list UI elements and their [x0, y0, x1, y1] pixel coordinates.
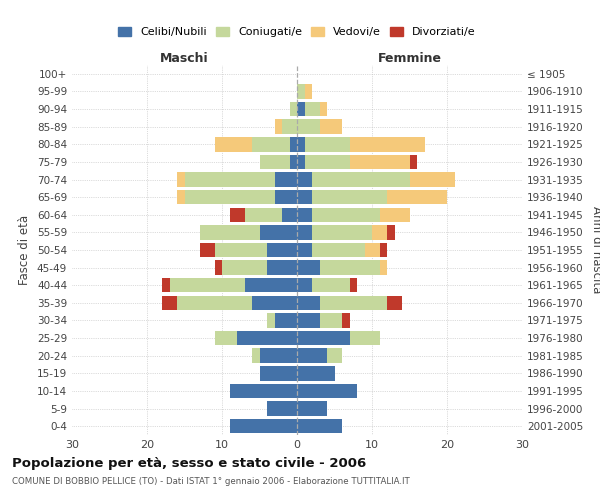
- Bar: [215, 137, 252, 152]
- Bar: [365, 243, 380, 257]
- Bar: [297, 314, 320, 328]
- Bar: [237, 331, 297, 345]
- Bar: [349, 331, 380, 345]
- Text: Popolazione per età, sesso e stato civile - 2006: Popolazione per età, sesso e stato civil…: [12, 458, 366, 470]
- Bar: [305, 102, 320, 117]
- Bar: [320, 102, 327, 117]
- Bar: [380, 208, 409, 222]
- Bar: [312, 225, 372, 240]
- Bar: [252, 348, 260, 363]
- Bar: [349, 137, 425, 152]
- Bar: [199, 243, 215, 257]
- Bar: [229, 419, 297, 434]
- Bar: [380, 243, 387, 257]
- Bar: [267, 402, 297, 416]
- Bar: [320, 120, 342, 134]
- Bar: [170, 278, 245, 292]
- Bar: [380, 260, 387, 275]
- Bar: [267, 260, 297, 275]
- Bar: [297, 278, 312, 292]
- Bar: [215, 243, 267, 257]
- Bar: [199, 225, 260, 240]
- Bar: [260, 366, 297, 380]
- Bar: [387, 225, 395, 240]
- Bar: [297, 331, 349, 345]
- Bar: [297, 102, 305, 117]
- Bar: [297, 190, 312, 204]
- Bar: [409, 172, 455, 186]
- Y-axis label: Anni di nascita: Anni di nascita: [590, 206, 600, 294]
- Bar: [320, 314, 342, 328]
- Bar: [177, 296, 252, 310]
- Bar: [275, 172, 297, 186]
- Bar: [297, 384, 357, 398]
- Bar: [387, 296, 402, 310]
- Bar: [177, 190, 185, 204]
- Y-axis label: Fasce di età: Fasce di età: [19, 215, 31, 285]
- Bar: [297, 419, 342, 434]
- Bar: [297, 225, 312, 240]
- Bar: [387, 190, 447, 204]
- Bar: [222, 260, 267, 275]
- Bar: [215, 260, 222, 275]
- Bar: [260, 225, 297, 240]
- Bar: [297, 208, 312, 222]
- Bar: [290, 137, 297, 152]
- Bar: [349, 154, 409, 169]
- Bar: [297, 296, 320, 310]
- Bar: [312, 243, 365, 257]
- Bar: [275, 120, 282, 134]
- Bar: [275, 314, 297, 328]
- Bar: [312, 278, 349, 292]
- Bar: [305, 84, 312, 98]
- Bar: [297, 260, 320, 275]
- Bar: [312, 208, 380, 222]
- Bar: [162, 296, 177, 310]
- Bar: [267, 314, 275, 328]
- Bar: [372, 225, 387, 240]
- Bar: [305, 137, 349, 152]
- Bar: [297, 366, 335, 380]
- Bar: [297, 137, 305, 152]
- Bar: [267, 243, 297, 257]
- Bar: [229, 208, 245, 222]
- Legend: Celibi/Nubili, Coniugati/e, Vedovi/e, Divorziati/e: Celibi/Nubili, Coniugati/e, Vedovi/e, Di…: [114, 22, 480, 42]
- Bar: [229, 384, 297, 398]
- Bar: [215, 331, 237, 345]
- Bar: [409, 154, 417, 169]
- Bar: [245, 278, 297, 292]
- Bar: [185, 190, 275, 204]
- Bar: [297, 348, 327, 363]
- Bar: [177, 172, 185, 186]
- Bar: [297, 154, 305, 169]
- Bar: [162, 278, 170, 292]
- Bar: [297, 120, 320, 134]
- Bar: [312, 190, 387, 204]
- Text: COMUNE DI BOBBIO PELLICE (TO) - Dati ISTAT 1° gennaio 2006 - Elaborazione TUTTIT: COMUNE DI BOBBIO PELLICE (TO) - Dati IST…: [12, 478, 410, 486]
- Bar: [275, 190, 297, 204]
- Bar: [342, 314, 349, 328]
- Bar: [282, 208, 297, 222]
- Bar: [252, 296, 297, 310]
- Bar: [297, 84, 305, 98]
- Bar: [297, 243, 312, 257]
- Bar: [290, 102, 297, 117]
- Bar: [297, 172, 312, 186]
- Bar: [312, 172, 409, 186]
- Bar: [349, 278, 357, 292]
- Bar: [290, 154, 297, 169]
- Bar: [320, 260, 380, 275]
- Bar: [245, 208, 282, 222]
- Text: Maschi: Maschi: [160, 52, 209, 65]
- Bar: [252, 137, 290, 152]
- Bar: [305, 154, 349, 169]
- Bar: [282, 120, 297, 134]
- Bar: [327, 348, 342, 363]
- Bar: [320, 296, 387, 310]
- Bar: [185, 172, 275, 186]
- Bar: [297, 402, 327, 416]
- Bar: [260, 154, 290, 169]
- Bar: [260, 348, 297, 363]
- Text: Femmine: Femmine: [377, 52, 442, 65]
